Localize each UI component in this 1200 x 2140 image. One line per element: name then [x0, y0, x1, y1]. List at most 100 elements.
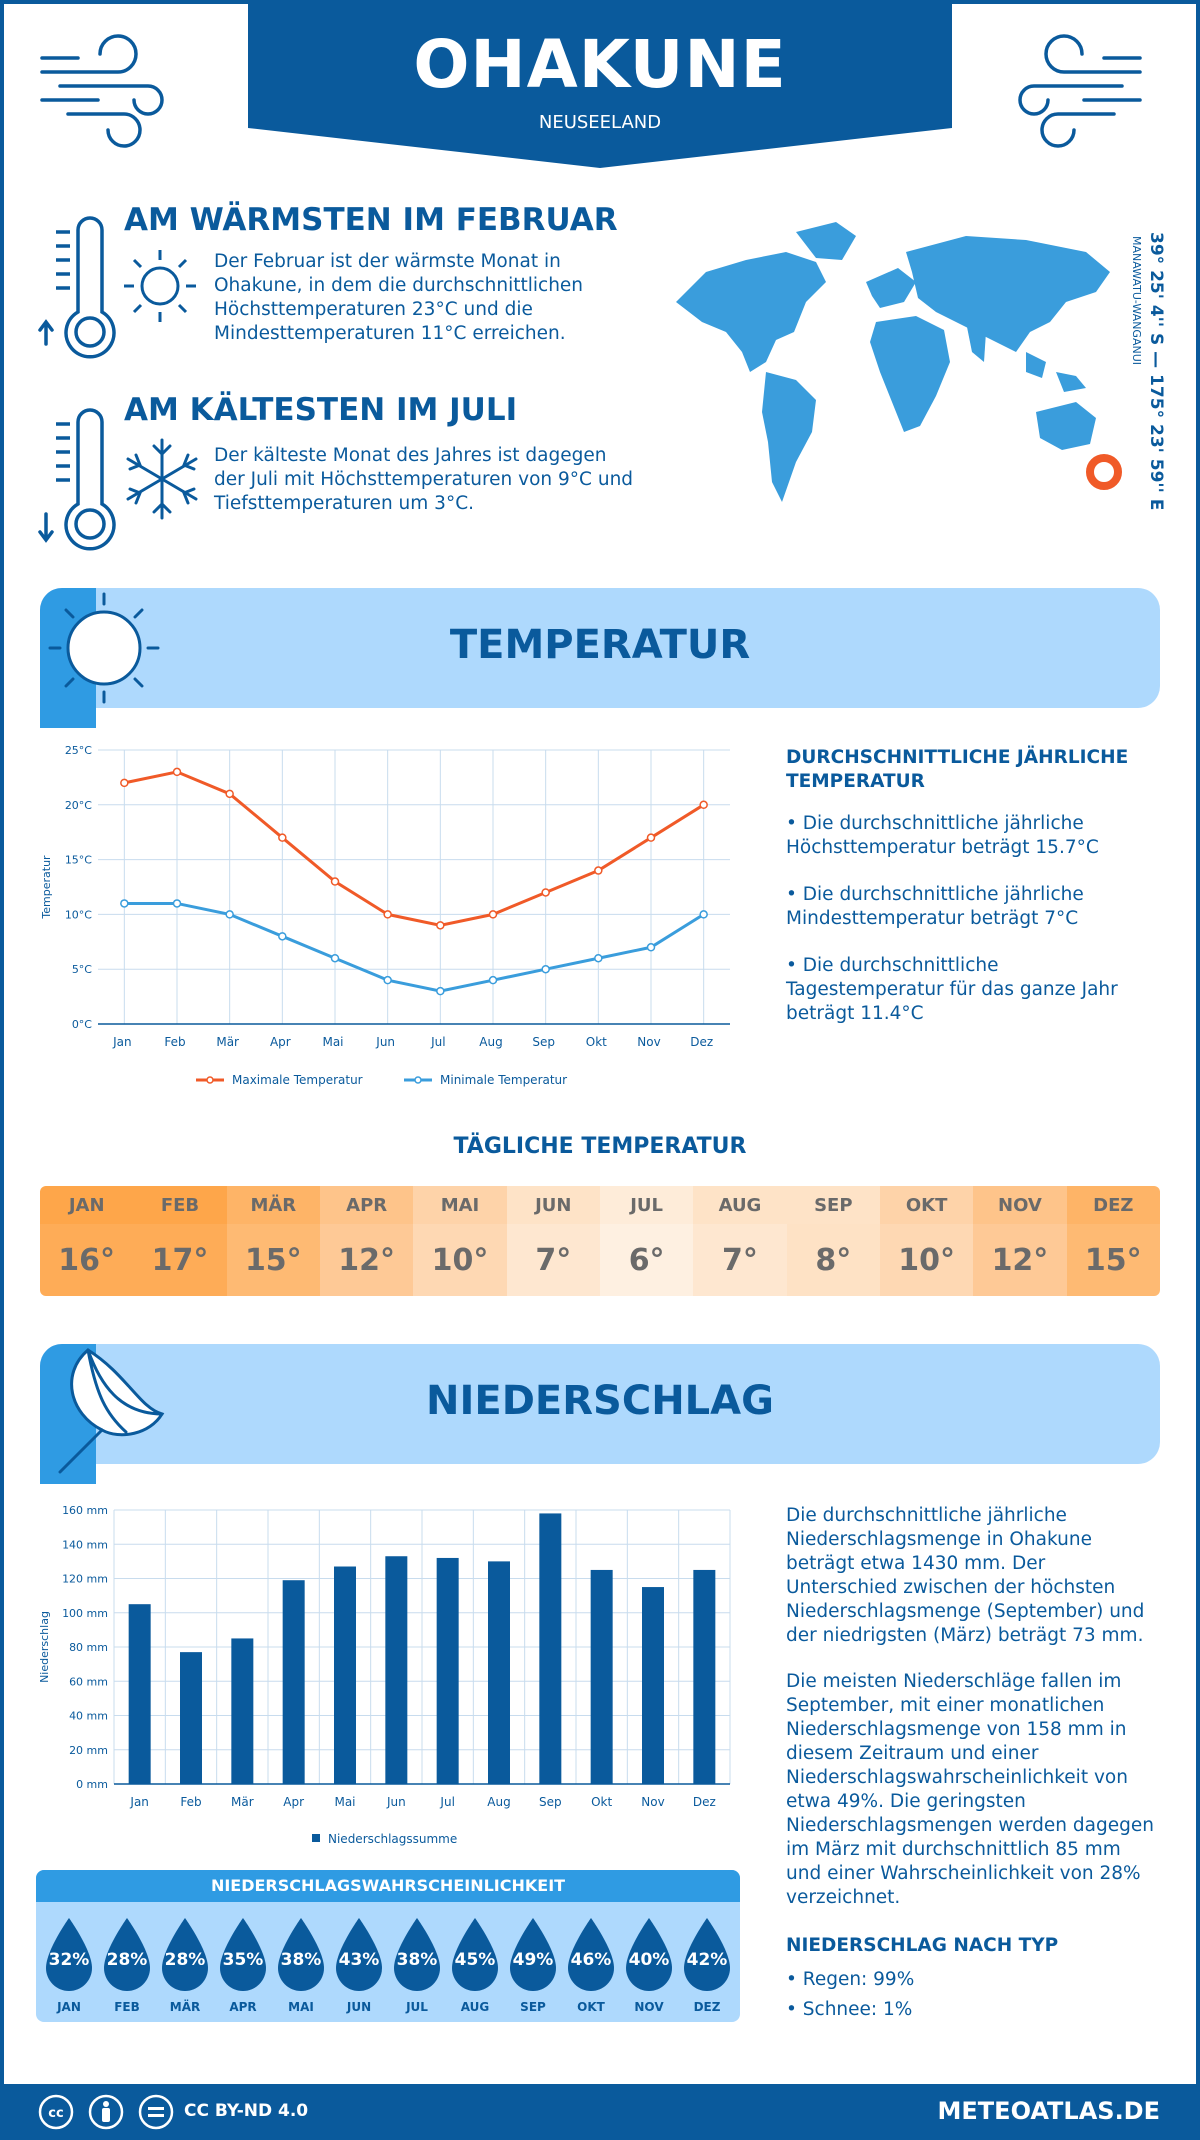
- site-link[interactable]: METEOATLAS.DE: [937, 2097, 1160, 2125]
- probability-drop: 42% DEZ: [678, 1912, 736, 2020]
- probability-month: SEP: [520, 2000, 546, 2014]
- raindrop-icon: [162, 1918, 208, 1991]
- precipitation-chart: 0 mm 20 mm 40 mm 60 mm 80 mm 100 mm 120 mm 140 …: [38, 1504, 731, 1846]
- raindrop-icon: [104, 1918, 150, 1991]
- precip-xtick: Apr: [283, 1795, 304, 1809]
- probability-value: 42%: [686, 1950, 728, 1970]
- precip-ytick: 40 mm: [69, 1710, 108, 1723]
- daily-temp-cell: MAI 10°: [413, 1186, 507, 1296]
- probability-value: 43%: [338, 1950, 380, 1970]
- daily-temp-month: FEB: [133, 1186, 227, 1224]
- location-marker: [1086, 454, 1122, 490]
- daily-temp-value: 7°: [506, 1224, 600, 1296]
- precip-bar: [693, 1569, 716, 1784]
- probability-month: JUN: [346, 2000, 372, 2014]
- daily-temp-month: AUG: [693, 1186, 787, 1224]
- temp-ytick: 5°C: [72, 963, 92, 976]
- daily-temp-value: 12°: [973, 1224, 1067, 1296]
- daily-temp-cell: SEP 8°: [786, 1186, 880, 1296]
- probability-month: APR: [229, 2000, 257, 2014]
- temp-point: [330, 953, 340, 963]
- daily-temp-value: 7°: [693, 1224, 787, 1296]
- daily-temp-cell: AUG 7°: [693, 1186, 787, 1296]
- temp-ytick: 20°C: [65, 799, 92, 812]
- precip-text-2: Die meisten Niederschläge fallen im Sept…: [786, 1671, 1154, 1908]
- precip-xtick: Feb: [180, 1795, 201, 1809]
- raindrop-icon: [278, 1918, 324, 1991]
- probability-value: 28%: [106, 1950, 148, 1970]
- probability-value: 38%: [396, 1950, 438, 1970]
- daily-temp-value: 15°: [1066, 1224, 1160, 1296]
- precip-band: [40, 1344, 1160, 1464]
- precip-ytick: 120 mm: [62, 1573, 108, 1586]
- raindrop-icon: [452, 1918, 498, 1991]
- probability-month: JUL: [406, 2000, 428, 2014]
- precip-bar: [436, 1557, 459, 1784]
- temp-point: [383, 975, 392, 985]
- cold-title: AM KÄLTESTEN IM JULI: [124, 392, 518, 428]
- coordinates: 39° 25' 4'' S — 175° 23' 59'' E: [1146, 232, 1178, 510]
- raindrop-icon: [684, 1918, 730, 1991]
- daily-temp-title: TÄGLICHE TEMPERATUR: [453, 1134, 747, 1159]
- footer: cc CC BY-ND 4.0 METEOATLAS.DE: [0, 2084, 1200, 2140]
- raindrop-icon: [510, 1918, 556, 1991]
- probability-drop: 49% SEP: [504, 1912, 562, 2020]
- temp-point: [225, 789, 234, 799]
- temp-ytick: 10°C: [65, 908, 92, 921]
- daily-temp-month: MAI: [413, 1186, 507, 1224]
- warm-text: Der Februar ist der wärmste Monat in Oha…: [214, 251, 584, 344]
- umbrella-icon: [40, 1344, 165, 1484]
- temperature-title: TEMPERATUR: [449, 622, 751, 668]
- temp-legend-label: Maximale Temperatur: [232, 1073, 363, 1087]
- temp-point: [541, 888, 550, 897]
- world-map: [676, 222, 1122, 502]
- temp-xtick: Feb: [164, 1035, 185, 1049]
- precip-bar: [180, 1652, 202, 1784]
- temp-xtick: Dez: [690, 1035, 713, 1049]
- snowflake-icon: [126, 438, 198, 520]
- daily-temp-value: 15°: [226, 1224, 320, 1296]
- probability-drop: 38% MAI: [272, 1912, 330, 2020]
- temp-legend-dot: [206, 1076, 214, 1084]
- probability-month: AUG: [460, 2000, 490, 2014]
- thermometer-warm-icon: [38, 216, 116, 359]
- probability-month: DEZ: [693, 2000, 721, 2014]
- daily-temp-value: 17°: [133, 1224, 227, 1296]
- precip-type-snow: • Schnee: 1%: [786, 1999, 913, 2020]
- daily-temp-month: NOV: [973, 1186, 1067, 1224]
- temp-legend-dot: [414, 1076, 422, 1084]
- temp-point: [594, 953, 603, 963]
- temp-ylabel: Temperatur: [40, 855, 53, 920]
- probability-month: FEB: [114, 2000, 140, 2014]
- daily-temp-month: MÄR: [226, 1186, 320, 1224]
- daily-temp-table: JAN 16° FEB 17° MÄR 15° APR 12° MAI 10° JUN 7° JUL 6°…: [40, 1186, 1160, 1296]
- temp-point: [436, 986, 445, 996]
- temp-xtick: Okt: [586, 1035, 607, 1049]
- probability-drop: 45% AUG: [446, 1912, 504, 2020]
- probability-drops: 32% JAN 28% FEB 28% MÄR 35% APR 38% MAI 43% JUN 38% J…: [36, 1902, 740, 2020]
- precip-xtick: Okt: [591, 1795, 612, 1809]
- daily-temp-month: APR: [319, 1186, 414, 1224]
- precip-bar: [539, 1513, 562, 1784]
- temp-xtick: Nov: [637, 1035, 660, 1049]
- precip-xtick: Aug: [487, 1795, 510, 1809]
- daily-temp-month: SEP: [786, 1186, 880, 1224]
- probability-title: NIEDERSCHLAGSWAHRSCHEINLICHKEIT: [36, 1870, 740, 1902]
- probability-month: JAN: [57, 2000, 81, 2014]
- daily-temp-value: 8°: [786, 1224, 880, 1296]
- daily-temp-value: 10°: [413, 1224, 507, 1296]
- probability-drop: 43% JUN: [330, 1912, 388, 2020]
- probability-drop: 28% FEB: [98, 1912, 156, 2020]
- daily-temp-value: 12°: [319, 1224, 414, 1296]
- cold-text: Der kälteste Monat des Jahres ist dagege…: [214, 445, 634, 514]
- attribution-icon: [88, 2094, 124, 2130]
- raindrop-icon: [46, 1918, 92, 1991]
- raindrop-icon: [626, 1918, 672, 1991]
- probability-month: OKT: [577, 2000, 605, 2014]
- daily-temp-value: 16°: [40, 1224, 134, 1296]
- precip-bar: [231, 1638, 254, 1784]
- temp-bullet-avg: • Die durchschnittliche Tagestemperatur …: [786, 955, 1118, 1024]
- temp-legend-label: Minimale Temperatur: [440, 1073, 567, 1087]
- precip-type-title: NIEDERSCHLAG NACH TYP: [786, 1935, 1059, 1956]
- precip-bar: [590, 1569, 613, 1784]
